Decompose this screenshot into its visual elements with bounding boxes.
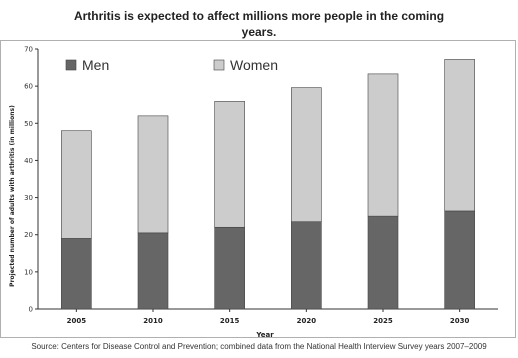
x-tick-label-2010: 2010: [143, 317, 163, 325]
chart-title-line-1: Arthritis is expected to affect millions…: [73, 9, 445, 23]
x-tick-label-2030: 2030: [450, 317, 470, 325]
y-tick-label: 10: [24, 268, 33, 276]
bar-men-2005: [61, 238, 92, 310]
legend-label-men: Men: [82, 57, 109, 73]
bar-women-2010: [137, 115, 169, 234]
chart-bars: [61, 59, 475, 310]
y-tick-label: 60: [24, 83, 33, 91]
bar-women-2020: [291, 87, 322, 223]
y-tick-label: 40: [24, 157, 33, 165]
chart-legend: Men Women: [65, 57, 278, 73]
x-axis-label: Year: [255, 331, 274, 339]
bar-women-2015: [214, 101, 245, 228]
legend-swatch-men: [65, 59, 77, 71]
bar-women-2025: [367, 73, 399, 217]
y-tick-label: 20: [24, 231, 33, 239]
x-tick-label-2005: 2005: [67, 317, 87, 325]
bar-women-2030: [444, 59, 475, 212]
bar-men-2015: [214, 226, 245, 310]
chart-frame: [0, 40, 516, 338]
chart-title: Arthritis is expected to affect millions…: [0, 8, 518, 40]
bar-men-2025: [367, 215, 399, 310]
bar-men-2010: [137, 232, 169, 310]
y-tick-label: 50: [24, 120, 33, 128]
y-tick-label: 30: [24, 194, 33, 202]
y-tick-label: 70: [24, 46, 33, 54]
bar-women-2005: [61, 130, 92, 239]
legend-swatch-women: [213, 59, 225, 71]
chart-title-line-2: years.: [241, 25, 277, 39]
bar-men-2020: [291, 221, 322, 310]
bar-men-2030: [444, 210, 475, 310]
x-tick-label-2020: 2020: [297, 317, 317, 325]
x-tick-label-2025: 2025: [373, 317, 393, 325]
source-note: Source: Centers for Disease Control and …: [31, 342, 487, 351]
y-axis-label: Projected number of adults with arthriti…: [9, 105, 16, 287]
y-tick-label: 0: [29, 306, 33, 314]
legend-label-women: Women: [230, 57, 278, 73]
x-tick-label-2015: 2015: [220, 317, 240, 325]
